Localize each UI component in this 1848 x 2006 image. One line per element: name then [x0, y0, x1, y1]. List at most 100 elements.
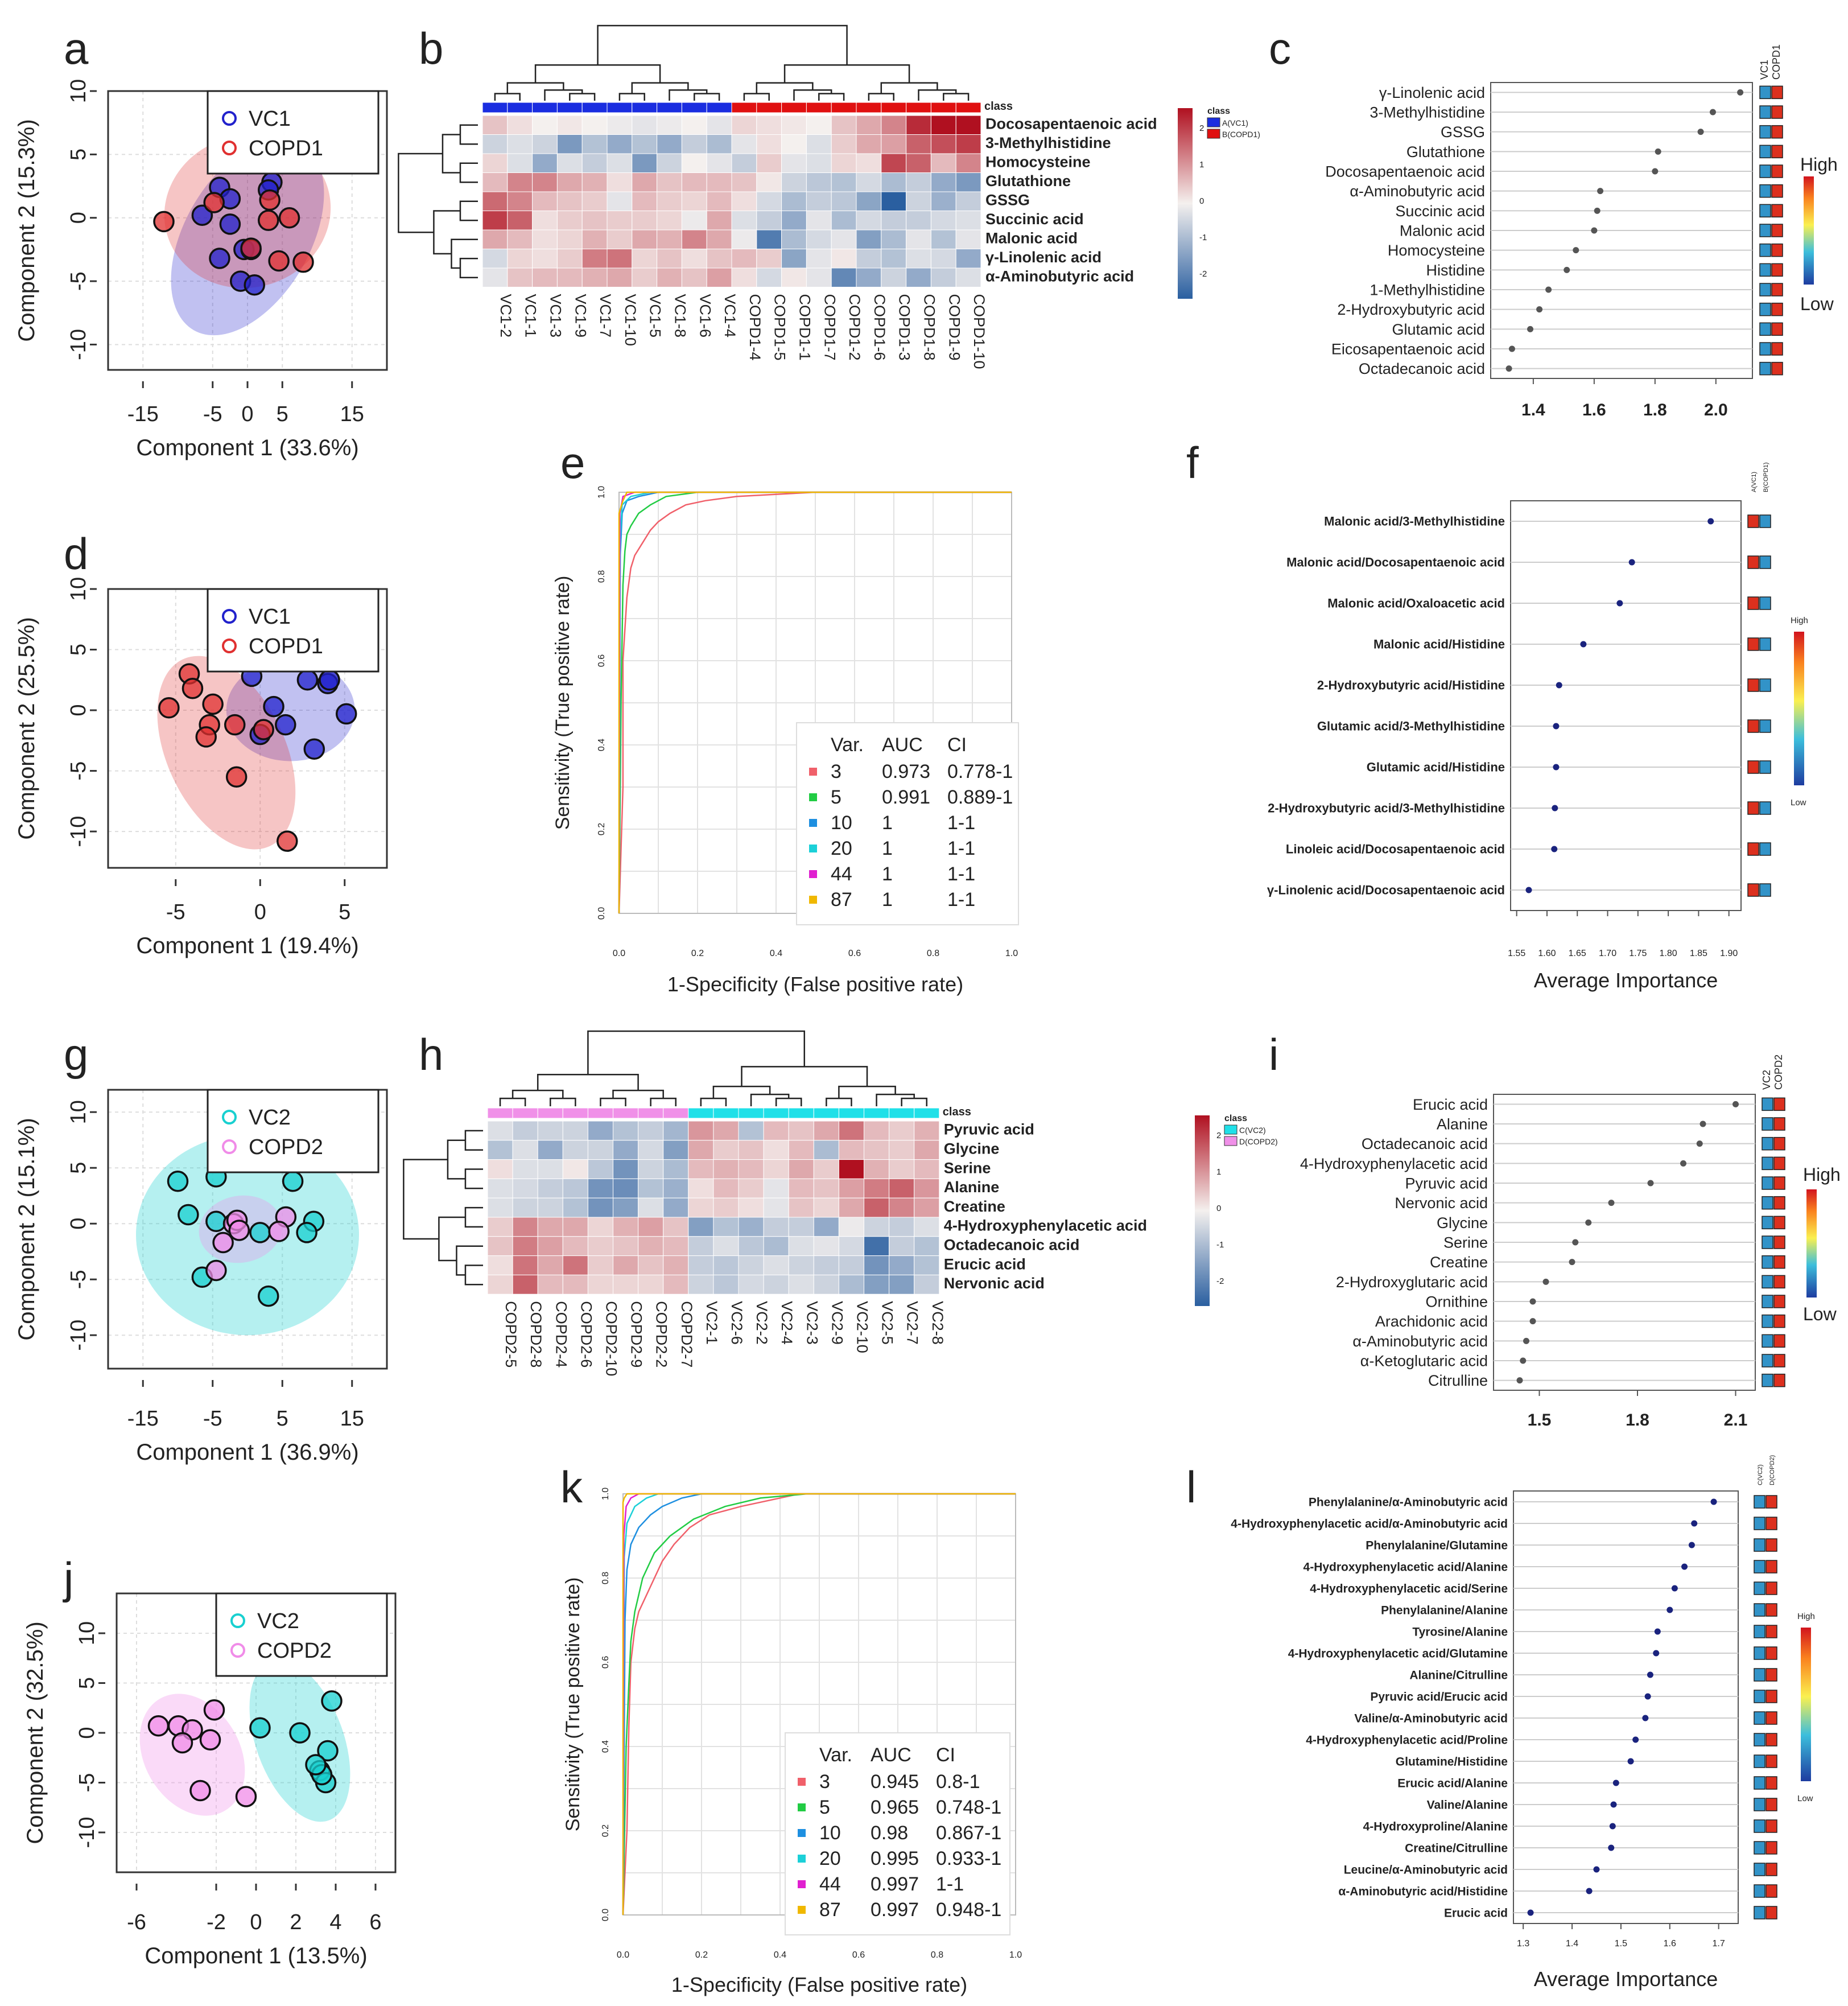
- heatmap-cell: [906, 229, 931, 249]
- x-tick-label: -15: [127, 402, 159, 426]
- heatmap-cell: [507, 115, 533, 135]
- class-bar-cell: [613, 1107, 639, 1119]
- heatmap-cell: [914, 1255, 940, 1275]
- heatmap-cell: [587, 1274, 614, 1295]
- heatmap-cell: [706, 211, 732, 230]
- heatmap-cell: [906, 267, 931, 287]
- heatmap-cell: [781, 191, 807, 211]
- heatmap-cell: [731, 115, 757, 135]
- row-label: 4-Hydroxyphenylacetic acid: [944, 1217, 1147, 1234]
- heatmap-cell: [581, 172, 608, 192]
- legend-swatch: [798, 1829, 806, 1837]
- row-label: Nervonic acid: [944, 1275, 1045, 1292]
- heatmap-cell: [738, 1255, 764, 1275]
- feature-label: 2-Hydroxyglutaric acid: [1336, 1274, 1488, 1291]
- heat-cell-left: [1762, 1373, 1773, 1387]
- heatmap-cell: [562, 1121, 588, 1141]
- y-tick-label: -10: [67, 816, 90, 847]
- heatmap-cell: [681, 267, 707, 287]
- heatmap-cell: [587, 1236, 614, 1257]
- heatmap-cell: [781, 249, 807, 269]
- legend-var: 44: [819, 1873, 841, 1895]
- importance-dot: [1542, 1278, 1549, 1285]
- legend-header: CI: [936, 1744, 955, 1766]
- heatmap-cell: [487, 1178, 513, 1198]
- heatmap-cell: [487, 1217, 513, 1237]
- x-tick-label: 1.70: [1599, 949, 1616, 958]
- feature-label: Pyruvic acid: [1405, 1175, 1488, 1192]
- heatmap-cell: [788, 1121, 814, 1141]
- y-tick-label: 0: [75, 1727, 99, 1739]
- importance-dot: [1680, 1160, 1686, 1167]
- importance-dot: [1525, 887, 1532, 893]
- heat-cell-right: [1773, 1275, 1785, 1289]
- heatmap-cell: [532, 191, 558, 211]
- heatmap-cell: [713, 1274, 739, 1295]
- heatmap-cell: [763, 1140, 789, 1160]
- heatmap-cell: [512, 1197, 538, 1218]
- heatmap-cell: [731, 229, 757, 249]
- y-tick-label: 0.4: [601, 1740, 610, 1753]
- heatmap-cell: [507, 249, 533, 269]
- heatmap-cell: [562, 1255, 588, 1275]
- heatmap-cell: [638, 1274, 664, 1295]
- dendrogram-branch: [456, 1245, 483, 1276]
- heat-cell-left: [1754, 1603, 1766, 1617]
- column-label: COPD2-7: [678, 1301, 695, 1367]
- column-label: VC2-5: [879, 1301, 896, 1345]
- heatmap-cell: [864, 1140, 890, 1160]
- legend-box: [215, 1592, 388, 1677]
- heat-cell-right: [1759, 514, 1771, 528]
- class-bar-cell: [663, 1107, 689, 1119]
- heatmap-cell: [532, 115, 558, 135]
- dendrogram-branch: [743, 93, 770, 101]
- heat-cell-left: [1754, 1517, 1766, 1530]
- class-bar-cell: [955, 102, 981, 113]
- heatmap-cell: [813, 1236, 839, 1257]
- heat-cell-left: [1762, 1354, 1773, 1367]
- feature-label: γ-Linolenic acid: [1379, 84, 1485, 101]
- importance-dot: [1580, 641, 1587, 648]
- heatmap-cell: [482, 249, 508, 269]
- importance-dot: [1647, 1180, 1654, 1187]
- heatmap-cell: [556, 172, 583, 192]
- feature-label: Malonic acid: [1400, 222, 1485, 239]
- heatmap-cell: [881, 229, 907, 249]
- column-header: VC1: [1759, 60, 1770, 80]
- data-point-COPD2: [189, 1780, 211, 1802]
- heatmap-cell: [713, 1255, 739, 1275]
- heat-cell-left: [1759, 283, 1771, 296]
- heatmap-cell: [756, 172, 782, 192]
- class-bar-cell: [831, 102, 857, 113]
- x-tick-label: 0.2: [695, 1950, 708, 1960]
- heatmap-cell: [881, 267, 907, 287]
- heat-cell-right: [1766, 1906, 1777, 1920]
- dendrogram-branch: [741, 1066, 868, 1087]
- heatmap-cell: [607, 249, 633, 269]
- heatmap-cell: [512, 1178, 538, 1198]
- heatmap-cell: [638, 1217, 664, 1237]
- legend-auc: 0.995: [871, 1848, 919, 1869]
- importance-panel-c: [1490, 82, 1814, 384]
- importance-dot: [1553, 764, 1560, 771]
- class-bar-cell: [532, 102, 558, 113]
- heatmap-cell: [856, 172, 882, 192]
- dendrogram-branch: [943, 93, 970, 101]
- heatmap-cell: [930, 249, 956, 269]
- heat-cell-left: [1747, 760, 1759, 774]
- heatmap-cell: [763, 1236, 789, 1257]
- x-tick-label: 1.75: [1629, 949, 1647, 958]
- legend-ci: 0.867-1: [936, 1822, 1001, 1844]
- heatmap-cell: [806, 153, 832, 173]
- roc-panel-e: [618, 491, 1019, 925]
- heatmap-cell: [507, 229, 533, 249]
- class-legend-label: B(COPD1): [1222, 130, 1260, 139]
- x-tick-label: 1.60: [1538, 949, 1556, 958]
- class-bar-cell: [889, 1107, 915, 1119]
- row-label: Glutathione: [985, 172, 1071, 190]
- heat-cell-right: [1773, 1136, 1785, 1151]
- row-label: Alanine: [944, 1179, 1000, 1196]
- feature-label: 4-Hydroxyproline/Alanine: [1363, 1820, 1508, 1833]
- heat-cell-left: [1762, 1216, 1773, 1230]
